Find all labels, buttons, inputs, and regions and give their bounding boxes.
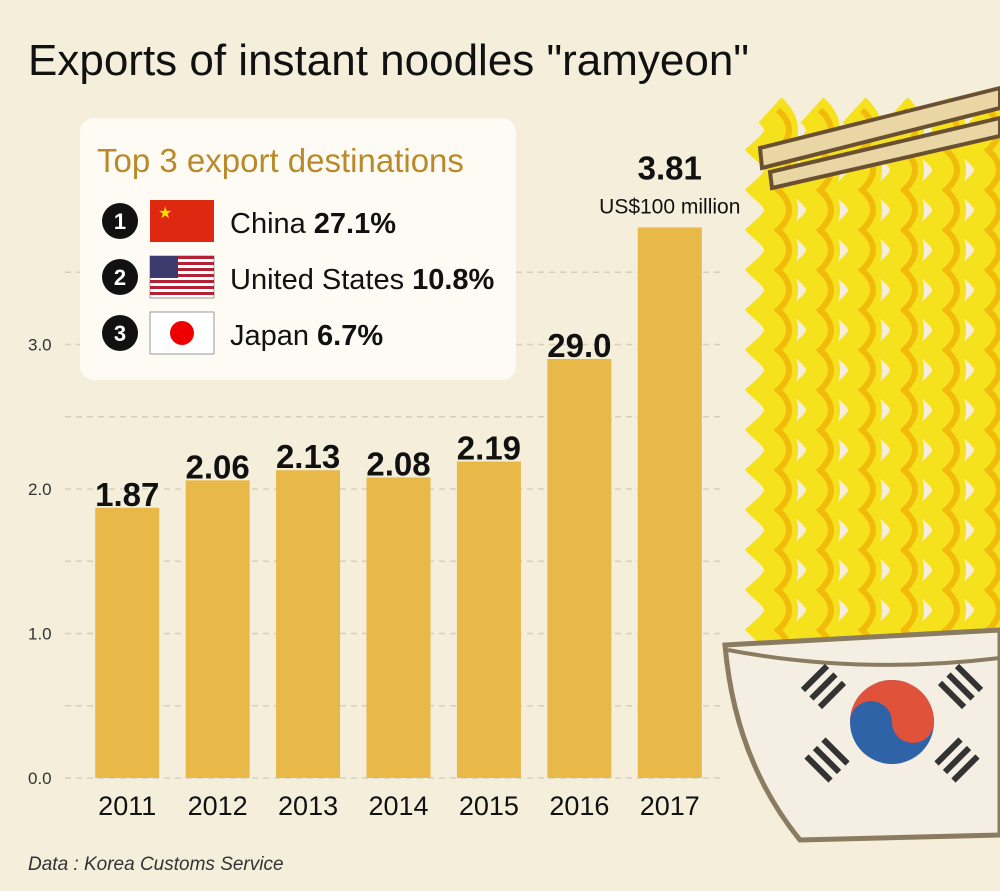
- flag-stripe: [150, 262, 214, 265]
- flag-china: [150, 200, 214, 242]
- noodle: [786, 97, 840, 683]
- x-tick-label: 2017: [640, 791, 700, 821]
- country-name: China: [230, 208, 307, 240]
- flag-canton: [150, 256, 178, 278]
- flag-star: ★: [158, 205, 172, 222]
- x-tick-label: 2016: [549, 791, 609, 821]
- bar: [456, 461, 521, 778]
- value-label: 2.13: [276, 438, 340, 475]
- rank-badge: [102, 259, 138, 295]
- value-label: 2.08: [366, 445, 430, 482]
- legend-title: Top 3 export destinations: [97, 142, 464, 179]
- y-tick-label: 2.0: [28, 480, 52, 499]
- flag-stripe: [150, 292, 214, 295]
- x-tick-label: 2013: [278, 791, 338, 821]
- rank-number: 1: [114, 209, 126, 234]
- noodle-shade: [815, 107, 834, 673]
- chart-title: Exports of instant noodles "ramyeon": [28, 36, 749, 85]
- flag-stripe: [150, 268, 214, 271]
- value-label: 1.87: [95, 476, 159, 513]
- bar: [637, 227, 702, 778]
- value-label: 3.81: [638, 149, 702, 186]
- bar: [547, 358, 612, 778]
- noodle-shade: [983, 107, 1000, 673]
- noodles-illustration: [744, 97, 1000, 683]
- noodle: [744, 97, 798, 683]
- share: 10.8%: [412, 264, 494, 296]
- share: 6.7%: [317, 320, 383, 352]
- noodle: [828, 97, 882, 683]
- country: United States 10.8%: [230, 264, 495, 296]
- x-tick-label: 2014: [368, 791, 428, 821]
- value-label: 29.0: [547, 327, 611, 364]
- flag-stripe: [150, 274, 214, 277]
- country-name: Japan: [230, 320, 309, 352]
- noodle: [954, 97, 1000, 683]
- chopsticks: [757, 85, 1000, 191]
- flag-stripe: [150, 256, 214, 259]
- legend-box: Top 3 export destinations 1 ★ China 27.1% 2 U…: [80, 118, 516, 380]
- value-label: 2.06: [186, 448, 250, 485]
- source: Data : Korea Customs Service: [28, 854, 284, 875]
- rank-badge: [102, 203, 138, 239]
- noodle-shade: [773, 107, 792, 673]
- country-name: United States: [230, 264, 404, 296]
- y-tick-label: 3.0: [28, 336, 52, 355]
- noodle: [870, 97, 924, 683]
- flag-stripe: [150, 280, 214, 283]
- bar: [366, 477, 431, 778]
- noodle-shade: [857, 107, 876, 673]
- value-label: 2.19: [457, 430, 521, 467]
- x-tick-label: 2015: [459, 791, 519, 821]
- noodle-shade: [899, 107, 918, 673]
- x-tick-label: 2011: [98, 791, 156, 821]
- noodle: [912, 97, 966, 683]
- country: Japan 6.7%: [230, 320, 383, 352]
- rank-number: 2: [114, 265, 126, 290]
- x-tick-label: 2012: [188, 791, 248, 821]
- share: 27.1%: [314, 208, 396, 240]
- bar: [185, 480, 250, 778]
- noodle-shade: [941, 107, 960, 673]
- bar: [276, 470, 341, 778]
- bar: [95, 507, 160, 778]
- y-tick-label: 1.0: [28, 625, 52, 644]
- rank-number: 3: [114, 321, 126, 346]
- y-tick-label: 0.0: [28, 769, 52, 788]
- legend-items: 1 ★ China 27.1% 2 United States 10.8% 3 Japan 6.7…: [102, 200, 495, 355]
- country: China 27.1%: [230, 208, 396, 240]
- bowl: [722, 627, 1000, 843]
- rank-badge: [102, 315, 138, 351]
- flag-stripe: [150, 286, 214, 289]
- unit-label: US$100 million: [599, 195, 740, 218]
- flag-disc: [170, 321, 194, 345]
- plot: 0.0 1.0 2.0 3.0 2011 1.87 2012 2.06 2013 2.13 2014…: [28, 149, 740, 821]
